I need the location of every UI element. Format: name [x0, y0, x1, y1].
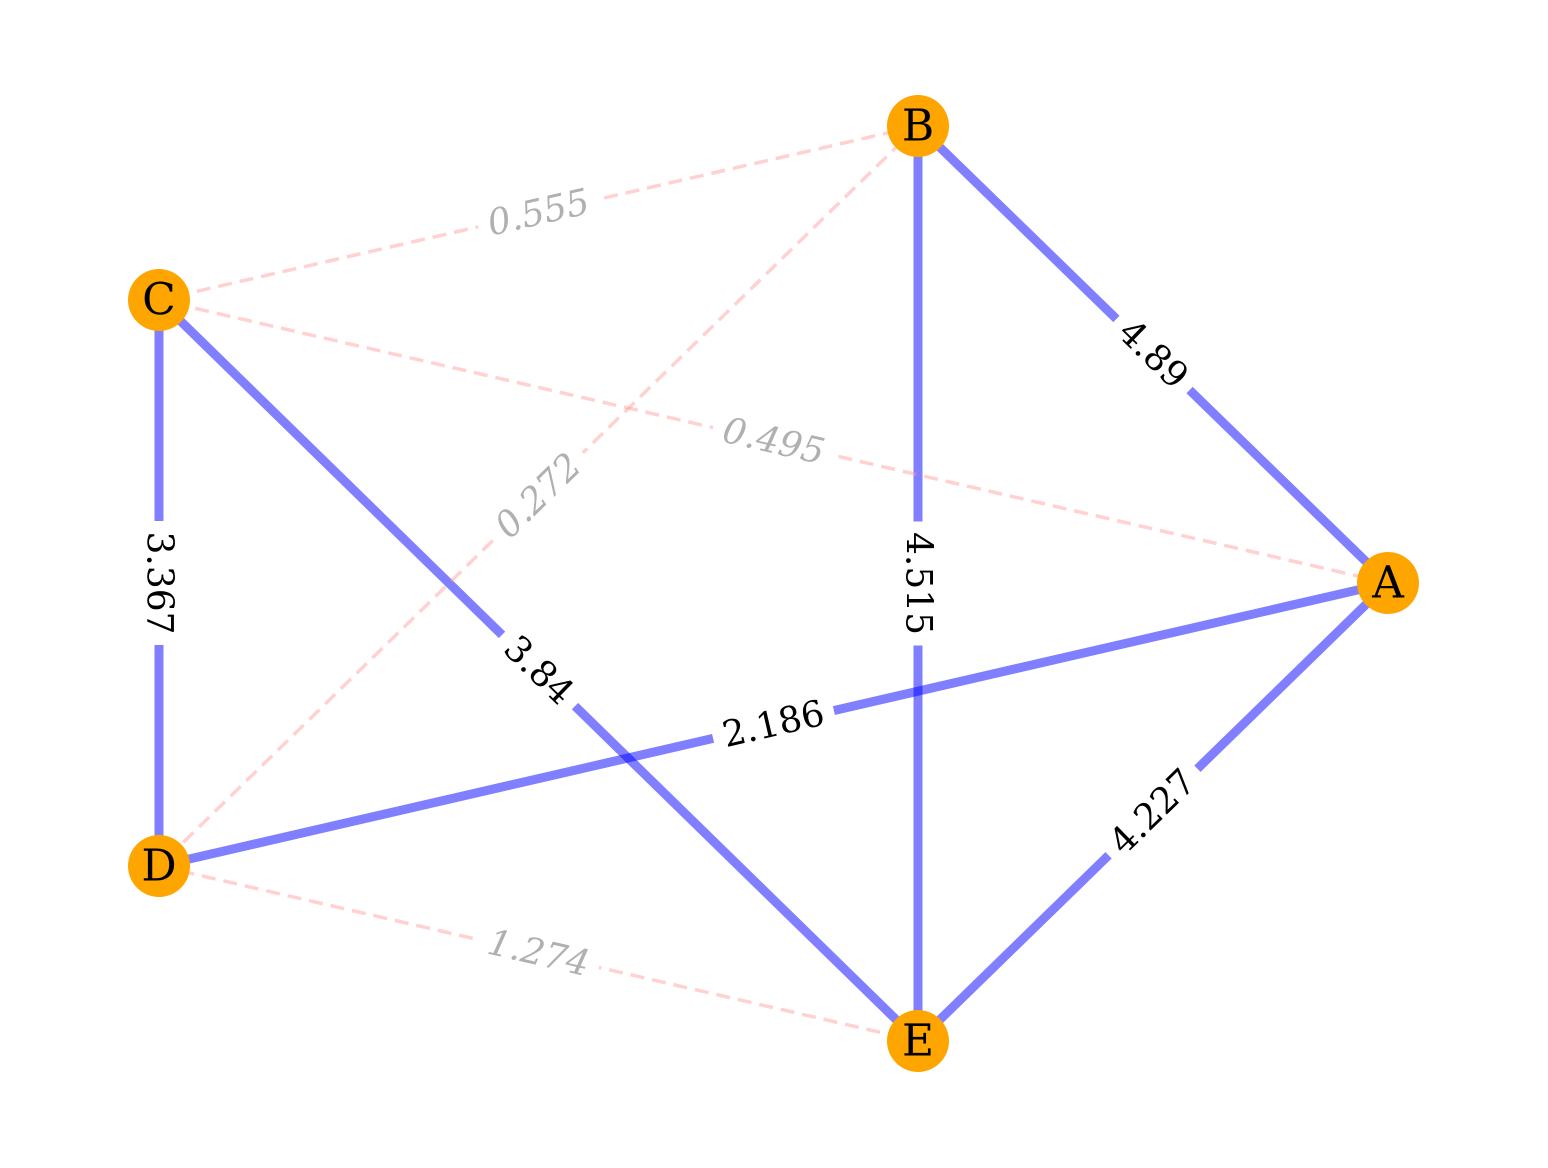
edge-weight-label: 4.227	[1102, 761, 1204, 862]
edge-label-group-D-E: 1.274	[472, 916, 605, 991]
edge-label-group-C-D: 3.367	[135, 521, 183, 645]
edge-label-background	[1091, 751, 1215, 873]
edge-weight-label: 4.515	[898, 532, 939, 635]
edge-label-group-A-C: 0.495	[707, 404, 840, 479]
edge-label-background	[472, 916, 605, 991]
edge-label-background	[707, 687, 840, 762]
edges-layer	[154, 122, 1392, 1045]
node-E	[887, 1010, 949, 1072]
edge-label-background	[707, 404, 840, 479]
node-B	[887, 95, 949, 157]
edge-weight-label: 3.367	[139, 531, 180, 634]
edge-label-background	[894, 521, 942, 646]
edge-label-background	[477, 435, 600, 557]
node-label-D: D	[141, 841, 176, 892]
node-label-C: C	[142, 275, 176, 326]
node-label-A: A	[1371, 558, 1405, 609]
edge-weight-label: 0.272	[487, 445, 589, 546]
node-A	[1357, 552, 1419, 614]
edge-label-background	[485, 617, 592, 724]
nodes-layer: A B C D E	[128, 95, 1419, 1072]
node-C	[128, 269, 190, 331]
edge-D-E	[158, 864, 919, 1043]
edge-label-background	[135, 521, 183, 645]
edge-label-group-A-E: 4.227	[1091, 751, 1215, 873]
edge-label-group-B-D: 0.272	[477, 435, 600, 557]
edge-labels-layer: 4.892.1864.2274.5153.3673.840.5550.4950.…	[135, 175, 1215, 991]
edge-B-C	[158, 124, 919, 302]
edge-label-group-B-C: 0.555	[472, 175, 605, 251]
edge-label-group-A-D: 2.186	[707, 687, 840, 762]
node-D	[128, 835, 190, 897]
node-label-E: E	[902, 1016, 934, 1067]
node-label-B: B	[902, 101, 934, 152]
edge-label-background	[472, 175, 605, 251]
edge-A-C	[158, 298, 1389, 585]
edge-label-background	[1099, 301, 1207, 408]
edge-label-group-B-E: 4.515	[894, 521, 942, 646]
